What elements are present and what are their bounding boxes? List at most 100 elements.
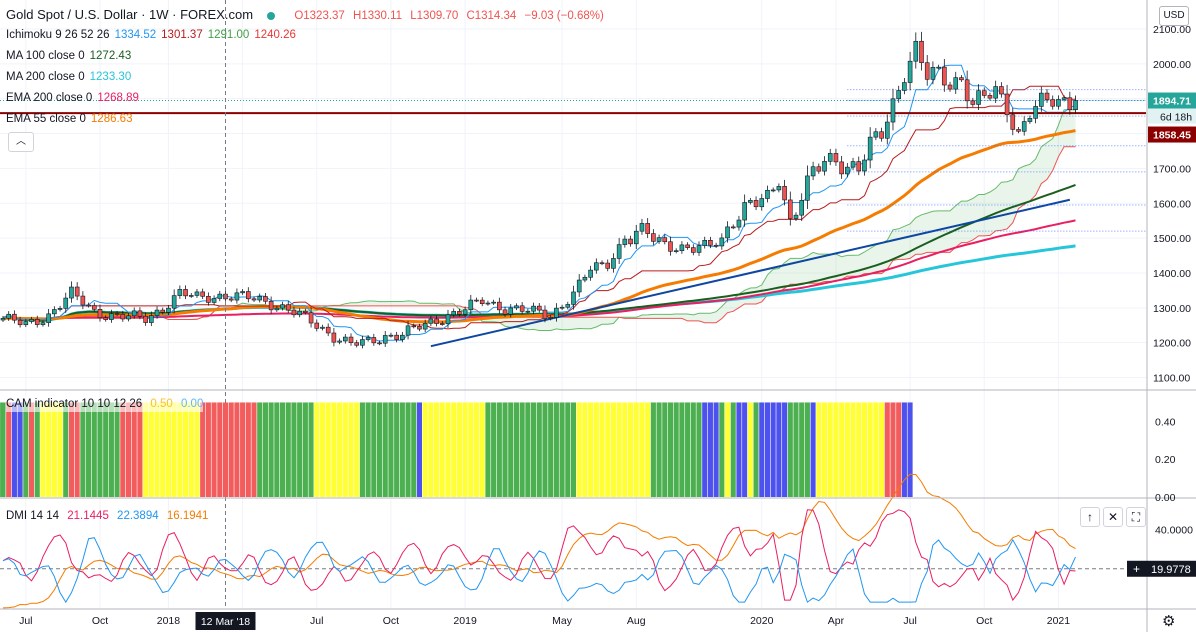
candle-body [457,311,462,315]
candle-body [12,313,17,321]
cam-bar [798,402,805,497]
cam-bar [433,402,440,497]
candle-body [525,310,531,313]
cam-bar [524,402,531,497]
maximize-icon[interactable]: ⛶ [1126,507,1146,527]
cam-bar [205,402,212,497]
candle-body [331,332,337,343]
ichimoku-span-b [3,146,1076,324]
indicator-legend: MA 200 close 0 1233.30 [6,69,131,85]
cam-bar [907,402,913,497]
cam-bar [718,402,725,497]
candle-body [890,98,896,123]
candle-body [599,262,605,265]
cam-bar [867,402,873,497]
candle-body [736,219,742,228]
cam-bar [125,402,132,497]
candle-body [34,319,40,325]
candle-body [411,325,417,328]
candle-body [953,77,959,90]
gear-icon[interactable]: ⚙ [1162,613,1176,630]
candle-body [611,258,616,269]
candle-body [582,276,588,281]
cam-bar [216,402,223,497]
dmi-plus-value: 21.1445 [67,510,109,522]
candle-body [1016,129,1021,132]
candle-body [930,67,936,80]
cam-bar [604,402,611,497]
candle-body [862,159,867,172]
candle-body [314,322,320,329]
price-tick-label: 1100.00 [1153,373,1190,385]
candle-body [725,226,730,239]
candle-body [536,305,542,311]
level-price-box [1148,126,1196,143]
candle-body [1056,99,1061,107]
candle-body [622,238,628,245]
price-pane[interactable] [0,0,1146,608]
candle-body [765,189,770,199]
candle-body [365,337,371,340]
candle-body [40,322,46,325]
candle-body [274,307,280,311]
cam-legend-value-1: 0.50 [150,398,173,410]
cam-bar [895,402,902,497]
candle-body [303,310,308,313]
cam-bar [678,402,685,497]
candle-body [251,298,257,301]
arrow-up-icon[interactable]: ↑ [1080,507,1100,527]
candle-body [388,334,394,337]
candle-body [485,302,491,305]
candle-body [907,60,913,83]
cam-bar [234,402,240,497]
indicator-legend-value: 1286.63 [90,113,133,125]
cam-bar [439,402,446,497]
cam-bar [245,402,252,497]
cam-bar [0,402,6,497]
candle-body [46,313,51,323]
cam-bar [97,402,103,497]
cam-bar [707,402,714,497]
cam-bar [519,402,525,497]
cam-bar [656,402,662,497]
cam-bar [701,402,708,497]
currency-button[interactable]: USD [1159,6,1189,26]
cam-bar [473,402,480,497]
chevron-up-icon[interactable]: ︿ [8,132,34,152]
candle-body [742,202,747,221]
close-icon[interactable]: ✕ [1103,507,1123,527]
candle-body [126,315,131,320]
candle-body [730,226,736,229]
cam-bar [639,402,645,497]
cam-bar [815,402,822,497]
cam-bar [445,402,451,497]
cam-bar [119,402,126,497]
candle-body [782,186,787,201]
dmi-adx-value: 16.1941 [166,510,209,522]
candle-body [673,250,679,252]
cam-bar [542,402,548,497]
candle-body [827,153,833,162]
cam-bar [313,402,320,497]
crosshair-time-box [195,612,256,630]
candle-body [417,326,422,330]
cam-bar [878,402,885,497]
candle-body [6,313,12,319]
cam-bar [644,402,651,497]
price-tick-label: 1500.00 [1153,233,1191,245]
cam-bar [793,402,799,497]
dmi-axis-label: 40.0000 [1155,524,1193,536]
candle-body [206,296,211,303]
candle-body [342,336,348,342]
candle-body [308,312,314,324]
cam-bar [131,402,138,497]
candle-body [822,161,827,172]
candle-body [263,296,268,302]
last-price-label: 1894.71 [1153,96,1191,108]
plus-icon: + [1133,562,1140,576]
candle-body [422,323,428,330]
price-tick-label: 2000.00 [1153,59,1191,71]
indicator-legend-value: 1301.37 [161,29,203,41]
candle-body [810,166,816,177]
